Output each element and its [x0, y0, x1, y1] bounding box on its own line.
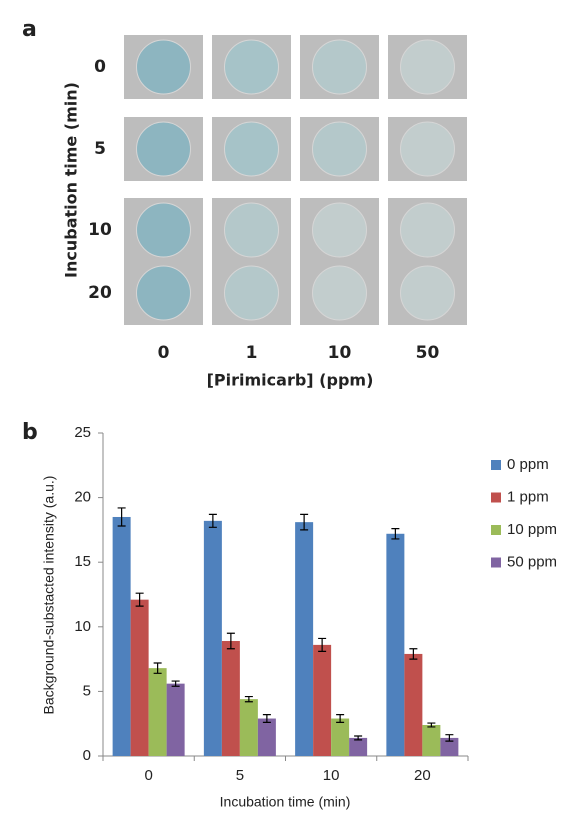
- error-bar: [318, 637, 327, 652]
- spot: [136, 265, 191, 321]
- y-axis-label: Incubation time (min): [62, 82, 81, 278]
- x-axis-label: Incubation time (min): [220, 794, 351, 810]
- row-label: 10: [88, 220, 112, 240]
- bar: [404, 653, 423, 756]
- x-tick-label: 0: [144, 767, 152, 784]
- y-axis-label: Background-substacted intensity (a.u.): [41, 476, 57, 715]
- panel-b: b Background-substacted intensity (a.u.)…: [22, 420, 350, 810]
- bar: [257, 718, 276, 756]
- error-bar: [354, 735, 363, 741]
- y-tick-label: 15: [74, 553, 91, 570]
- spot: [400, 39, 455, 95]
- error-bar: [300, 513, 309, 531]
- x-tick-label: 5: [236, 767, 244, 784]
- x-tick-label: 10: [323, 767, 340, 784]
- error-bar: [445, 734, 454, 742]
- legend-label: 0 ppm: [507, 456, 549, 473]
- row-label: 20: [88, 283, 112, 303]
- bar: [148, 668, 167, 756]
- y-tick-label: 20: [74, 489, 91, 506]
- legend-swatch: [491, 557, 501, 568]
- bar: [386, 533, 405, 756]
- error-bar: [427, 722, 436, 728]
- panel-label: b: [22, 420, 38, 445]
- legend-label: 10 ppm: [507, 521, 557, 538]
- row-label: 0: [94, 57, 106, 77]
- spot: [224, 39, 279, 95]
- error-bar: [244, 695, 253, 703]
- spot: [400, 202, 455, 258]
- legend-swatch: [491, 460, 501, 470]
- bar: [166, 683, 185, 756]
- error-bar: [171, 680, 180, 687]
- spot: [136, 39, 191, 95]
- legend-label: 1 ppm: [507, 488, 549, 505]
- column-label: 1: [246, 343, 258, 363]
- bar: [130, 599, 149, 756]
- bar: [295, 522, 314, 756]
- error-bar: [262, 714, 271, 724]
- row-label: 5: [94, 139, 106, 159]
- panel-a: a Incubation time (min) [Pirimicarb] (pp…: [22, 17, 373, 390]
- y-tick-label: 25: [74, 424, 91, 441]
- x-tick-label: 20: [414, 767, 431, 784]
- spot: [136, 202, 191, 258]
- error-bar: [226, 632, 235, 650]
- legend-label: 50 ppm: [507, 553, 557, 570]
- panel-label: a: [22, 17, 37, 42]
- bar: [112, 516, 131, 756]
- error-bar: [391, 528, 400, 540]
- column-label: 50: [416, 343, 440, 363]
- y-tick-label: 0: [83, 747, 91, 764]
- error-bar: [153, 662, 162, 674]
- spot: [224, 121, 279, 177]
- spot: [400, 265, 455, 321]
- error-bar: [135, 592, 144, 607]
- bar: [422, 724, 441, 756]
- spot: [312, 121, 367, 177]
- bar: [221, 641, 240, 756]
- error-bar: [409, 648, 418, 660]
- bar: [313, 644, 332, 756]
- spot: [224, 265, 279, 321]
- spot: [312, 265, 367, 321]
- error-bar: [117, 507, 126, 527]
- bar: [331, 718, 350, 756]
- spot: [224, 202, 279, 258]
- column-label: 10: [328, 343, 352, 363]
- bar: [349, 737, 368, 756]
- y-tick-label: 10: [74, 618, 91, 635]
- error-bar: [208, 513, 217, 528]
- bar: [203, 520, 222, 756]
- bar: [239, 699, 258, 756]
- legend-swatch: [491, 525, 501, 535]
- spot: [312, 202, 367, 258]
- bar: [440, 737, 459, 756]
- y-tick-label: 5: [83, 682, 91, 699]
- x-axis-label: [Pirimicarb] (ppm): [207, 371, 374, 390]
- error-bar: [336, 714, 345, 724]
- legend-swatch: [491, 492, 501, 503]
- spot: [136, 121, 191, 177]
- column-label: 0: [158, 343, 170, 363]
- spot: [400, 121, 455, 177]
- spot: [312, 39, 367, 95]
